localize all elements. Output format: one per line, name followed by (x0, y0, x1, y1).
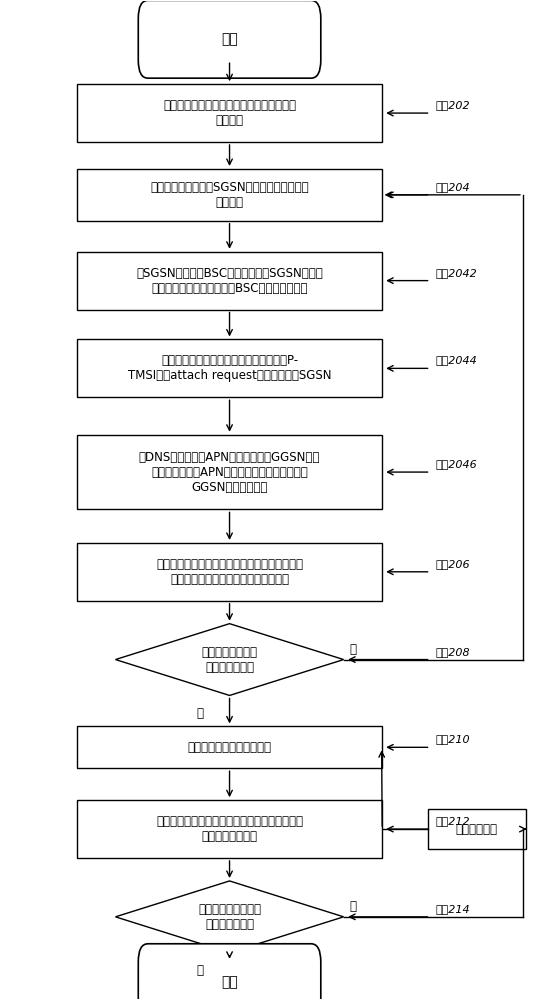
Text: 步骤204: 步骤204 (436, 182, 471, 192)
FancyBboxPatch shape (138, 944, 321, 1000)
Text: 步骤212: 步骤212 (436, 816, 471, 826)
Text: 步骤2046: 步骤2046 (436, 459, 478, 469)
Text: 步骤214: 步骤214 (436, 904, 471, 914)
FancyBboxPatch shape (78, 543, 382, 601)
Text: 根据定位数据组合对SGSN进行业务拨测，记录
拨测结果: 根据定位数据组合对SGSN进行业务拨测，记录 拨测结果 (150, 181, 309, 209)
Text: 步骤2044: 步骤2044 (436, 355, 478, 365)
FancyBboxPatch shape (78, 252, 382, 310)
FancyBboxPatch shape (78, 169, 382, 221)
Text: 否: 否 (349, 643, 356, 656)
Text: 在DNS上将不同的APN解析到不同的GGSN单板
上，使用不同的APN进行拨测的激活，对不同的
GGSN单板进行拨测: 在DNS上将不同的APN解析到不同的GGSN单板 上，使用不同的APN进行拨测的… (139, 451, 321, 494)
Text: 在SGSN上将不同BSC配置到不同的SGSN单板上
，使用同一终端号码在不同BSC上发起业务拨测: 在SGSN上将不同BSC配置到不同的SGSN单板上 ，使用同一终端号码在不同BS… (136, 267, 323, 295)
FancyBboxPatch shape (78, 726, 382, 768)
FancyBboxPatch shape (78, 435, 382, 509)
Text: 是: 是 (196, 964, 203, 977)
Text: 自确定的多组定位数据组合中获取一组定位
数据组合: 自确定的多组定位数据组合中获取一组定位 数据组合 (163, 99, 296, 127)
Text: 步骤206: 步骤206 (436, 559, 471, 569)
Text: 是: 是 (196, 707, 203, 720)
Polygon shape (115, 624, 343, 695)
Text: 结束: 结束 (221, 976, 238, 990)
Text: 否: 否 (349, 900, 356, 913)
Text: 步骤202: 步骤202 (436, 100, 471, 110)
Text: 开始: 开始 (221, 32, 238, 46)
FancyBboxPatch shape (78, 84, 382, 142)
FancyBboxPatch shape (78, 800, 382, 858)
FancyBboxPatch shape (138, 0, 321, 78)
Text: 步骤2042: 步骤2042 (436, 268, 478, 278)
Text: 所有定位数据组合
完成业务拨测？: 所有定位数据组合 完成业务拨测？ (201, 646, 258, 674)
Text: 更新故障点集: 更新故障点集 (456, 823, 498, 836)
Text: 遍历所述故障发生记录中的业务路由，与故障点
集进行求交集处理: 遍历所述故障发生记录中的业务路由，与故障点 集进行求交集处理 (156, 815, 303, 843)
Polygon shape (115, 881, 343, 953)
FancyBboxPatch shape (428, 809, 526, 849)
Text: 选取一条所述故障发生记录: 选取一条所述故障发生记录 (187, 741, 271, 754)
Text: 交集结果为仅剩一点
故障位置信息？: 交集结果为仅剩一点 故障位置信息？ (198, 903, 261, 931)
Text: 通过同一终端号码，附着信令构造不同的P-
TMSI填入attach request信令中以附着SGSN: 通过同一终端号码，附着信令构造不同的P- TMSI填入attach reques… (128, 354, 331, 382)
Text: 步骤210: 步骤210 (436, 734, 471, 744)
Text: 步骤208: 步骤208 (436, 647, 471, 657)
Text: 依次对其它的定位数据组合进行业务拨测，根据
记录的所有拨测结果获得故障发生记录: 依次对其它的定位数据组合进行业务拨测，根据 记录的所有拨测结果获得故障发生记录 (156, 558, 303, 586)
FancyBboxPatch shape (78, 339, 382, 397)
